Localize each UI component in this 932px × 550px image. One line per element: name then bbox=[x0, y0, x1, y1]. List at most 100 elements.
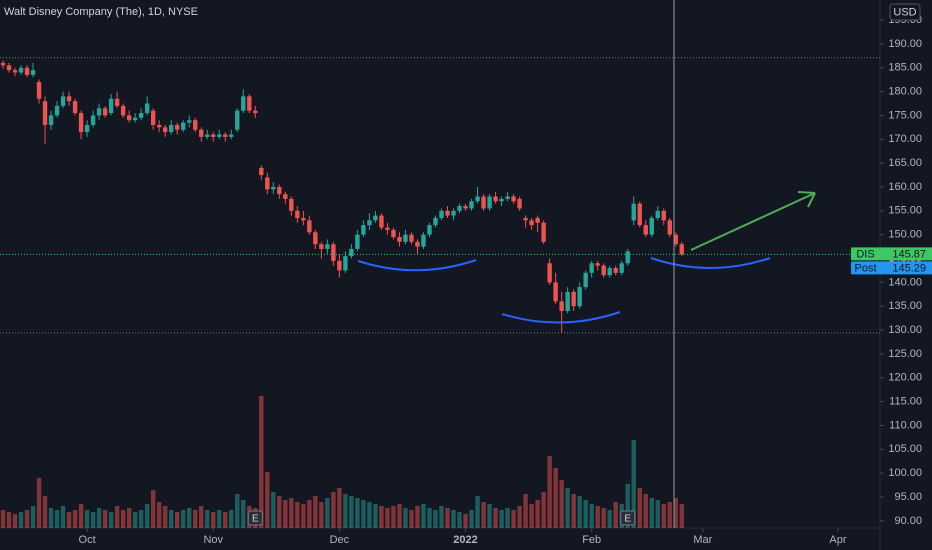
volume-bar bbox=[187, 508, 192, 528]
volume-bar bbox=[48, 508, 54, 528]
volume-bar bbox=[463, 514, 468, 528]
volume-bar bbox=[343, 494, 348, 528]
candle-body bbox=[595, 263, 600, 266]
candle-body bbox=[493, 196, 498, 202]
candle-body bbox=[181, 122, 186, 130]
candle-body bbox=[535, 217, 540, 223]
volume-bar bbox=[637, 488, 642, 528]
x-tick-label: Mar bbox=[693, 534, 712, 546]
candle-body bbox=[162, 127, 168, 133]
y-tick-label: 165.00 bbox=[888, 157, 922, 169]
candle-body bbox=[277, 186, 282, 195]
candle-body bbox=[235, 110, 240, 130]
candle-body bbox=[673, 234, 678, 245]
x-tick-label: Dec bbox=[330, 534, 350, 546]
volume-bar bbox=[571, 494, 576, 528]
volume-bar bbox=[96, 508, 102, 528]
volume-bar bbox=[373, 504, 378, 528]
candle-body bbox=[397, 237, 402, 242]
volume-bar bbox=[367, 502, 372, 528]
candle-body bbox=[409, 234, 414, 242]
volume-bar bbox=[78, 504, 84, 528]
volume-bar bbox=[439, 506, 444, 528]
volume-bar bbox=[379, 506, 384, 528]
candle-body bbox=[355, 234, 360, 249]
candle-body bbox=[78, 113, 84, 133]
volume-bar bbox=[138, 510, 144, 528]
candle-body bbox=[505, 196, 510, 199]
event-label: E bbox=[624, 514, 631, 525]
volume-bar bbox=[589, 504, 594, 528]
volume-bar bbox=[235, 494, 240, 528]
volume-bar bbox=[625, 484, 630, 528]
candle-body bbox=[613, 268, 618, 273]
volume-bar bbox=[601, 508, 606, 528]
volume-bar bbox=[156, 502, 162, 528]
volume-bar bbox=[583, 500, 588, 528]
candle-body bbox=[42, 101, 48, 125]
candle-body bbox=[451, 210, 456, 216]
volume-bar bbox=[349, 496, 354, 528]
candle-body bbox=[205, 134, 210, 137]
candle-body bbox=[0, 62, 6, 66]
price-tag-name: DIS bbox=[856, 248, 874, 260]
candle-body bbox=[144, 103, 150, 114]
volume-bar bbox=[403, 508, 408, 528]
volume-bar bbox=[397, 504, 402, 528]
candle-body bbox=[253, 110, 258, 114]
volume-bar bbox=[126, 508, 132, 528]
candle-body bbox=[373, 215, 378, 221]
candle-body bbox=[24, 67, 30, 75]
y-tick-label: 180.00 bbox=[888, 85, 922, 97]
volume-bar bbox=[469, 510, 474, 528]
volume-bar bbox=[427, 508, 432, 528]
volume-bar bbox=[24, 510, 30, 528]
volume-bar bbox=[307, 500, 312, 528]
y-tick-label: 95.00 bbox=[894, 491, 922, 503]
volume-bar bbox=[102, 510, 108, 528]
volume-bar bbox=[223, 512, 228, 528]
candle-body bbox=[349, 248, 354, 257]
candle-body bbox=[529, 220, 534, 226]
y-tick-label: 135.00 bbox=[888, 300, 922, 312]
y-tick-label: 175.00 bbox=[888, 109, 922, 121]
volume-bar bbox=[649, 498, 654, 528]
volume-bar bbox=[289, 498, 294, 528]
price-tag-name-box bbox=[851, 247, 880, 261]
volume-bar bbox=[162, 506, 168, 528]
candle-body bbox=[655, 210, 660, 218]
volume-bar bbox=[175, 512, 180, 528]
volume-bar bbox=[445, 508, 450, 528]
volume-bar bbox=[205, 510, 210, 528]
price-tag-name-box bbox=[851, 261, 880, 275]
volume-bar bbox=[199, 506, 204, 528]
volume-bar bbox=[66, 512, 72, 528]
volume-bar bbox=[90, 512, 96, 528]
volume-bar bbox=[565, 488, 570, 528]
candle-body bbox=[643, 225, 648, 235]
y-tick-label: 155.00 bbox=[888, 205, 922, 217]
candle-body bbox=[403, 234, 408, 242]
drawing-arrow bbox=[690, 191, 816, 251]
volume-bar bbox=[421, 504, 426, 528]
volume-bar bbox=[661, 504, 666, 528]
volume-bar bbox=[132, 512, 138, 528]
candle-body bbox=[541, 222, 546, 242]
volume-bar bbox=[475, 496, 480, 528]
candle-body bbox=[463, 206, 468, 209]
candle-body bbox=[361, 225, 366, 235]
volume-bar bbox=[331, 492, 336, 528]
volume-bar bbox=[144, 504, 150, 528]
volume-bar bbox=[181, 510, 186, 528]
volume-bar bbox=[168, 510, 174, 528]
candle-body bbox=[223, 134, 228, 137]
currency-label: USD bbox=[893, 6, 916, 18]
candle-body bbox=[319, 244, 324, 249]
candle-body bbox=[331, 244, 336, 261]
volume-bar bbox=[283, 500, 288, 528]
volume-bar bbox=[120, 510, 126, 528]
volume-bar bbox=[150, 490, 156, 528]
x-tick-label: Apr bbox=[829, 534, 846, 546]
candle-body bbox=[132, 117, 138, 121]
volume-bar bbox=[643, 494, 648, 528]
